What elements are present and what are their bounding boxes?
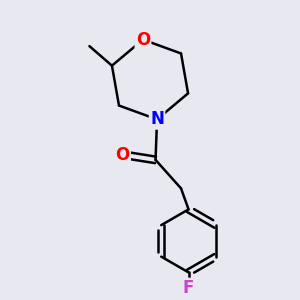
Text: F: F [183,279,194,297]
Text: O: O [116,146,130,164]
Text: O: O [136,31,150,49]
Text: N: N [150,110,164,128]
